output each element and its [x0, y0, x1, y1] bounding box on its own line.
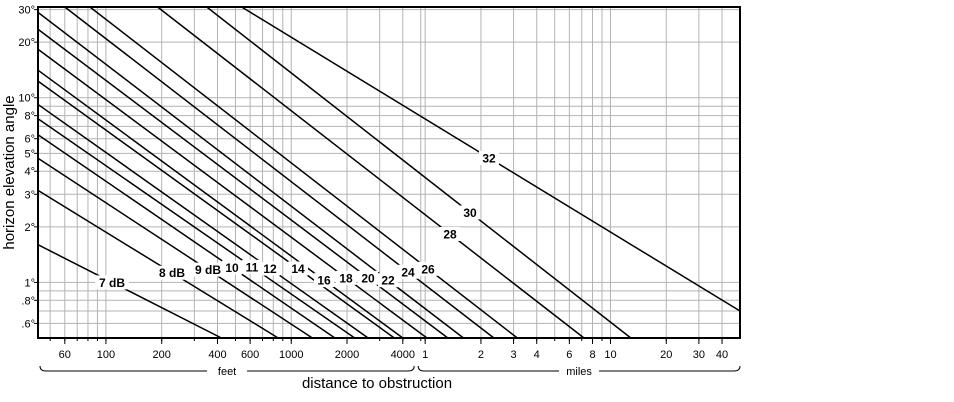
- feet-brace: [39, 365, 415, 372]
- y-axis-label: horizon elevation angle: [1, 95, 18, 249]
- y-tick-label: 3°: [24, 189, 35, 201]
- y-tick-label: 8°: [24, 111, 35, 123]
- series-label-bg: [222, 260, 242, 275]
- x-tick-label: 600: [241, 349, 259, 361]
- y-tick-label: 10°: [18, 93, 35, 105]
- y-tick-label: 4°: [24, 166, 35, 178]
- series-line: [37, 157, 313, 339]
- series-line: [64, 6, 495, 339]
- x-tick-label: 6: [566, 349, 572, 361]
- series-line: [37, 134, 336, 339]
- miles-unit-label: miles: [566, 366, 592, 378]
- y-tick-label: 2°: [24, 222, 35, 234]
- x-tick-label: 4: [534, 349, 540, 361]
- series-label-bg: [358, 270, 378, 285]
- series-label: 24: [401, 265, 415, 279]
- series-line: [157, 6, 585, 339]
- miles-brace: [417, 365, 741, 372]
- series-label: 28: [443, 227, 457, 241]
- series-label: 22: [381, 274, 395, 288]
- x-tick-label: 30: [693, 349, 705, 361]
- series-label: 32: [482, 151, 496, 165]
- y-tick-label: 6°: [24, 134, 35, 146]
- x-tick-label: 100: [97, 349, 115, 361]
- series-label: 26: [421, 262, 435, 276]
- y-tick-label: .8°: [21, 295, 35, 307]
- x-tick-label: 400: [208, 349, 226, 361]
- x-tick-label: 4000: [391, 349, 415, 361]
- x-tick-label: 3: [511, 349, 517, 361]
- series-label-bg: [440, 226, 460, 241]
- series-label: 8 dB: [159, 266, 185, 280]
- x-tick-label: 8: [589, 349, 595, 361]
- series-label: 14: [291, 262, 305, 276]
- series-label: 12: [263, 262, 277, 276]
- x-axis-label: distance to obstruction: [302, 375, 452, 392]
- series-line: [37, 69, 404, 339]
- series-label-bg: [460, 205, 480, 220]
- series-label-bg: [398, 264, 418, 279]
- x-tick-label: 200: [153, 349, 171, 361]
- series-lines: [37, 6, 741, 339]
- series-label-bg: [336, 270, 356, 285]
- series-line: [37, 189, 279, 339]
- x-tick-label: 60: [59, 349, 71, 361]
- series-label-bg: [191, 262, 225, 277]
- x-tick-label: 20: [660, 349, 672, 361]
- series-line: [89, 6, 518, 339]
- x-tick-label: 1: [422, 349, 428, 361]
- y-tick-label: 1°: [24, 277, 35, 289]
- series-label: 7 dB: [99, 276, 125, 290]
- series-line: [37, 80, 395, 339]
- x-tick-label: 2: [478, 349, 484, 361]
- unit-braces: feet miles: [39, 365, 741, 378]
- plot-frame: [37, 6, 741, 339]
- series-label: 11: [246, 260, 259, 274]
- series-line: [206, 6, 632, 339]
- series-label-bg: [155, 265, 189, 280]
- ticks: 60 100 200 400 600 1000 2000 4000 1 2 3 4 6 8 10 20 30 40…: [18, 5, 728, 361]
- series-label-bg: [242, 259, 262, 274]
- series-line: [37, 103, 369, 339]
- x-tick-label: 2000: [335, 349, 359, 361]
- series-label: 16: [317, 274, 331, 288]
- series-label-bg: [418, 261, 438, 276]
- feet-unit-label: feet: [218, 366, 236, 378]
- series-label-bg: [288, 261, 308, 276]
- series-label-bg: [95, 275, 129, 290]
- series-label: 9 dB: [195, 263, 221, 277]
- series-label: 20: [361, 271, 375, 285]
- series-labels: 7 dB 8 dB 9 dB 10 11 12 14 16 18 20 22 24 26 28 30 32: [95, 150, 499, 290]
- grid: [38, 7, 740, 338]
- series-line: [37, 118, 356, 339]
- y-tick-label: 20°: [18, 37, 35, 49]
- y-tick-label: 30°: [18, 5, 35, 17]
- series-label-bg: [378, 273, 398, 288]
- x-tick-label: 40: [716, 349, 728, 361]
- series-label-bg: [479, 150, 499, 165]
- y-tick-label: .6°: [21, 318, 35, 330]
- series-label: 18: [339, 271, 353, 285]
- series-label: 30: [463, 206, 477, 220]
- series-label: 10: [225, 261, 239, 275]
- series-line: [37, 244, 222, 339]
- x-tick-label: 10: [604, 349, 616, 361]
- series-label-bg: [314, 273, 334, 288]
- y-tick-label: 5°: [24, 148, 35, 160]
- series-line: [37, 48, 428, 339]
- x-tick-label: 1000: [279, 349, 303, 361]
- series-label-bg: [260, 261, 280, 276]
